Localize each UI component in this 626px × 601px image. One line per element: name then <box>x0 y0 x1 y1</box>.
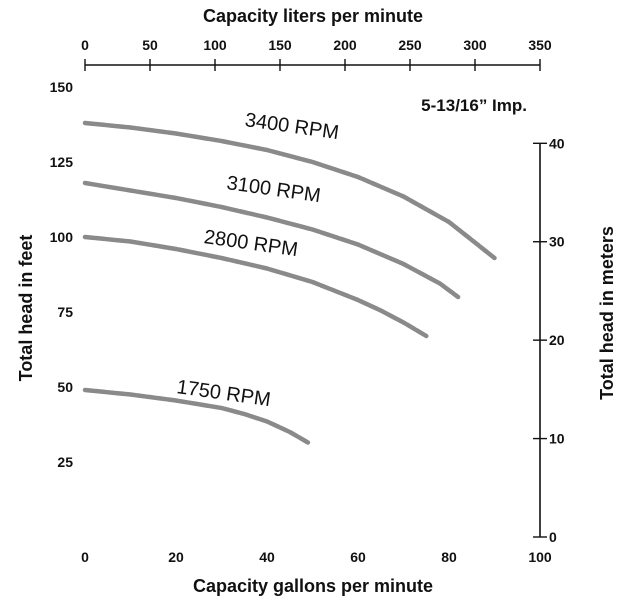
right-tick-label: 30 <box>549 234 565 250</box>
top-tick-label: 50 <box>142 37 158 53</box>
y-tick-label: 50 <box>57 379 73 395</box>
bottom-axis-title: Capacity gallons per minute <box>193 576 433 596</box>
x-tick-label: 0 <box>81 549 89 565</box>
y-tick-label: 150 <box>50 79 74 95</box>
x-tick-label: 20 <box>168 549 184 565</box>
impeller-size-label: 5-13/16” Imp. <box>421 96 527 115</box>
right-tick-label: 0 <box>549 529 557 545</box>
top-tick-label: 300 <box>463 37 487 53</box>
y-tick-label: 100 <box>50 229 74 245</box>
y-tick-label: 25 <box>57 454 73 470</box>
rpm-curve-label: 1750 RPM <box>175 376 272 411</box>
right-tick-label: 10 <box>549 431 565 447</box>
x-tick-label: 100 <box>528 549 552 565</box>
top-tick-label: 100 <box>203 37 227 53</box>
top-tick-label: 150 <box>268 37 292 53</box>
rpm-curve <box>82 387 311 445</box>
rpm-curve-label: 3400 RPM <box>244 109 341 144</box>
rpm-curve <box>82 180 461 300</box>
rpm-curve <box>82 120 497 261</box>
rpm-curve-label: 3100 RPM <box>225 172 322 207</box>
y-tick-label: 125 <box>50 154 74 170</box>
top-tick-label: 0 <box>81 37 89 53</box>
y-tick-label: 75 <box>57 304 73 320</box>
left-axis-title: Total head in feet <box>16 235 36 382</box>
right-tick-label: 20 <box>549 332 565 348</box>
x-tick-label: 40 <box>259 549 275 565</box>
axes-group: 0 50 100 150 200 250 300 350 0 10 20 30 40 0 20 40 60 80 1… <box>50 37 565 565</box>
right-axis-title: Total head in meters <box>597 226 617 400</box>
top-tick-label: 200 <box>333 37 357 53</box>
right-tick-label: 40 <box>549 135 565 151</box>
rpm-curve <box>82 234 429 339</box>
top-axis-title: Capacity liters per minute <box>203 6 423 26</box>
top-tick-label: 350 <box>528 37 552 53</box>
x-tick-label: 80 <box>441 549 457 565</box>
top-tick-label: 250 <box>398 37 422 53</box>
x-tick-label: 60 <box>350 549 366 565</box>
